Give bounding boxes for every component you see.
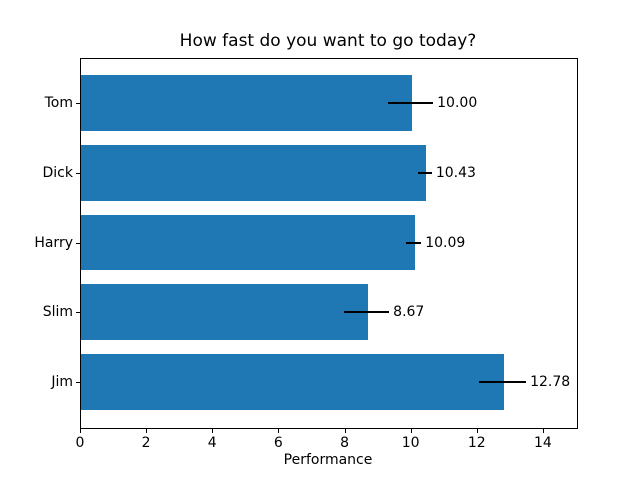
x-tick-mark	[80, 429, 81, 433]
y-tick-label-jim: Jim	[51, 374, 73, 391]
bar-tom	[81, 74, 412, 131]
y-tick-mark	[76, 242, 80, 244]
bar-jim	[81, 354, 504, 411]
x-tick-label-6: 6	[273, 435, 283, 451]
x-tick-label-12: 12	[467, 435, 486, 451]
x-tick-mark	[278, 429, 280, 433]
bar-slim	[81, 284, 368, 341]
x-tick-label-0: 0	[75, 435, 85, 451]
y-tick-label-tom: Tom	[44, 94, 73, 111]
x-tick-mark	[542, 429, 544, 433]
x-tick-mark	[344, 429, 346, 433]
x-tick-label-10: 10	[401, 435, 420, 451]
x-axis-label: Performance	[283, 452, 373, 468]
x-tick-label-8: 8	[340, 435, 349, 451]
error-bar-jim	[479, 381, 527, 384]
y-tick-mark	[76, 172, 80, 174]
bar-value-label-harry: 10.09	[425, 234, 466, 251]
x-tick-label-2: 2	[141, 435, 151, 451]
y-tick-label-dick: Dick	[42, 164, 73, 181]
chart-title: How fast do you want to go today?	[179, 31, 477, 51]
bar-value-label-slim: 8.67	[393, 304, 425, 321]
bar-value-label-jim: 12.78	[530, 374, 571, 391]
bar-dick	[81, 144, 426, 201]
error-bar-harry	[406, 241, 422, 244]
error-bar-dick	[417, 171, 432, 174]
y-tick-mark	[76, 312, 80, 314]
error-bar-tom	[388, 101, 434, 104]
y-tick-label-harry: Harry	[34, 234, 73, 251]
y-tick-mark	[76, 102, 80, 104]
x-tick-mark	[146, 429, 148, 433]
y-tick-label-slim: Slim	[42, 304, 73, 321]
y-tick-mark	[76, 382, 80, 384]
x-tick-label-14: 14	[534, 435, 552, 451]
x-tick-mark	[476, 429, 478, 433]
bar-value-label-tom: 10.00	[437, 94, 478, 111]
error-bar-slim	[344, 311, 390, 314]
x-tick-label-4: 4	[207, 435, 217, 451]
bar-harry	[81, 214, 415, 271]
x-tick-mark	[212, 429, 214, 433]
x-tick-mark	[410, 429, 412, 433]
bar-value-label-dick: 10.43	[435, 164, 476, 181]
